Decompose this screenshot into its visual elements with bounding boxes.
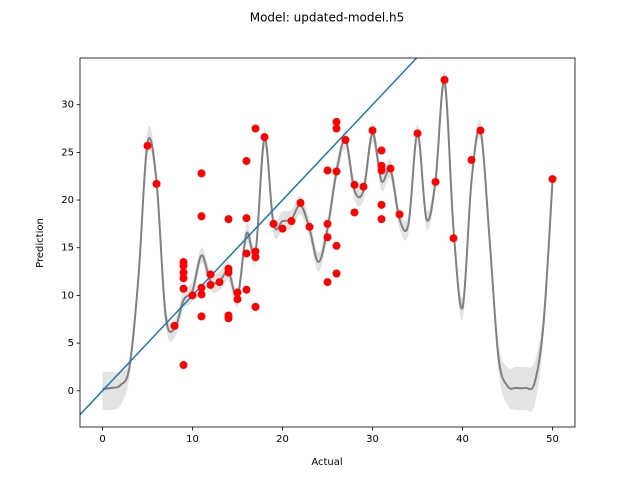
data-point: [260, 133, 269, 142]
data-point: [152, 179, 161, 188]
data-point: [332, 269, 341, 278]
data-point: [197, 312, 206, 321]
data-point: [287, 217, 296, 226]
data-point: [323, 233, 332, 242]
data-point: [179, 284, 188, 293]
data-point: [251, 247, 260, 256]
data-point: [395, 210, 404, 219]
data-point: [359, 182, 368, 191]
data-point: [386, 164, 395, 173]
plot-area: [80, 58, 557, 416]
data-point: [251, 124, 260, 133]
data-point: [242, 249, 251, 258]
data-point: [350, 180, 359, 189]
data-point: [476, 126, 485, 135]
x-tick-label: 20: [276, 434, 289, 445]
data-point: [377, 146, 386, 155]
data-point: [332, 241, 341, 250]
data-point: [341, 136, 350, 144]
plot-frame: [79, 57, 576, 428]
y-tick-label: 5: [68, 338, 74, 349]
data-point: [368, 126, 377, 135]
x-tick-label: 0: [99, 434, 105, 445]
identity-line: [80, 58, 418, 416]
y-tick-label: 10: [61, 290, 74, 301]
y-tick-label: 30: [61, 100, 74, 111]
data-point: [242, 214, 251, 223]
data-point: [242, 156, 251, 165]
x-tick-label: 50: [546, 434, 559, 445]
y-axis-label: Prediction: [35, 218, 46, 268]
y-tick-label: 25: [61, 147, 74, 158]
data-point: [413, 129, 422, 138]
data-point: [440, 75, 449, 84]
y-tick-label: 0: [68, 386, 74, 397]
data-point: [197, 290, 206, 299]
data-point: [233, 288, 242, 297]
data-point: [197, 212, 206, 221]
data-point: [278, 224, 287, 233]
y-tick-label: 15: [61, 243, 74, 254]
data-point: [179, 258, 188, 267]
data-point: [179, 361, 188, 370]
data-point: [251, 253, 260, 262]
data-point: [332, 167, 341, 176]
y-tick-label: 20: [61, 195, 74, 206]
data-point: [224, 314, 233, 323]
data-point: [224, 268, 233, 277]
data-point: [377, 215, 386, 224]
x-tick-label: 30: [366, 434, 379, 445]
data-point: [323, 166, 332, 175]
data-point: [242, 285, 251, 294]
confidence-band: [102, 70, 553, 412]
data-point: [548, 175, 557, 184]
data-point: [143, 141, 152, 150]
data-point: [431, 177, 440, 186]
data-point: [269, 219, 278, 228]
data-point: [323, 278, 332, 287]
data-point: [197, 283, 206, 292]
data-point: [449, 234, 458, 243]
x-axis-label: Actual: [311, 457, 342, 468]
data-point: [197, 169, 206, 178]
data-point: [377, 200, 386, 209]
data-point: [224, 215, 233, 224]
data-point: [332, 117, 341, 126]
data-point: [467, 156, 476, 165]
data-point: [170, 321, 179, 330]
data-point: [377, 166, 386, 175]
data-point: [179, 274, 188, 283]
data-point: [215, 278, 224, 287]
data-point: [332, 124, 341, 133]
x-tick-label: 10: [186, 434, 199, 445]
data-point: [233, 295, 242, 304]
chart-title: Model: updated-model.h5: [250, 11, 405, 25]
data-point: [206, 280, 215, 289]
x-tick-label: 40: [456, 434, 469, 445]
data-point: [251, 302, 260, 311]
data-point: [296, 198, 305, 207]
data-point: [179, 268, 188, 277]
data-point: [305, 222, 314, 231]
data-point: [323, 219, 332, 228]
data-point: [188, 291, 197, 300]
data-point: [350, 208, 359, 217]
data-point: [206, 270, 215, 279]
